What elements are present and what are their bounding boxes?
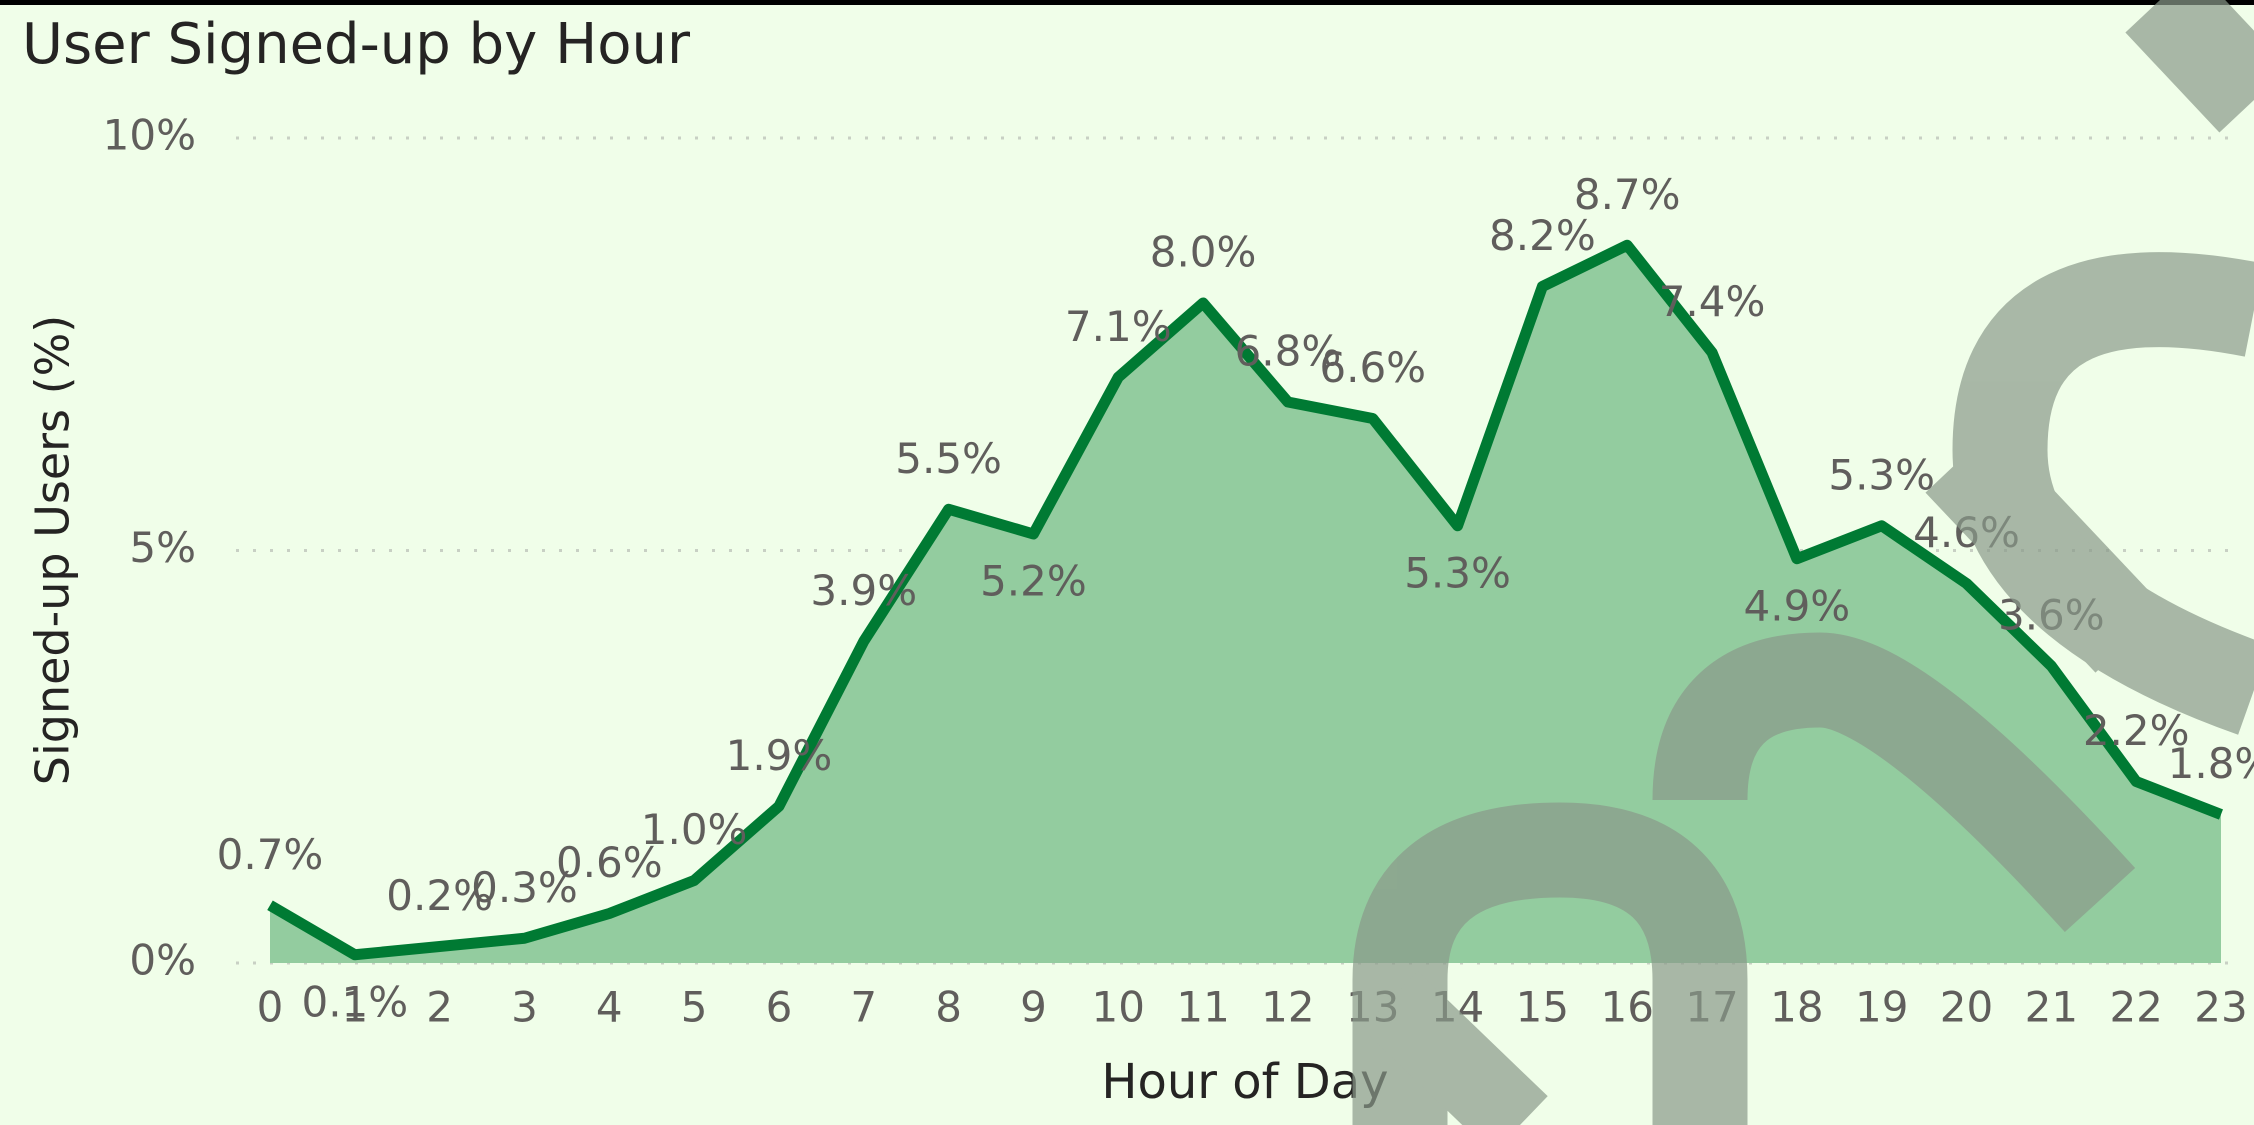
data-label: 5.3% (1404, 548, 1511, 597)
data-label: 7.4% (1659, 277, 1766, 326)
data-label: 4.9% (1744, 581, 1851, 630)
top-border (0, 0, 2254, 5)
watermark-stroke (1352, 802, 1748, 1125)
data-label: 5.2% (980, 557, 1087, 606)
x-tick-label: 2 (426, 983, 453, 1032)
x-tick-label: 19 (1855, 983, 1908, 1032)
x-axis-title: Hour of Day (1101, 1054, 1388, 1110)
data-label: 1.0% (641, 805, 748, 854)
x-tick-label: 23 (2194, 983, 2247, 1032)
x-tick-label: 0 (257, 983, 284, 1032)
data-label: 6.8% (1235, 327, 1342, 376)
data-label: 7.1% (1065, 302, 1172, 351)
x-tick-label: 15 (1516, 983, 1569, 1032)
x-tick-label: 7 (850, 983, 877, 1032)
x-tick-label: 16 (1600, 983, 1653, 1032)
watermark-stroke (1652, 632, 2136, 932)
x-tick-label: 1 (341, 983, 368, 1032)
x-tick-label: 8 (935, 983, 962, 1032)
x-tick-label: 20 (1940, 983, 1993, 1032)
x-tick-label: 10 (1092, 983, 1145, 1032)
watermark (1352, 0, 2254, 1125)
data-label: 0.2% (386, 871, 493, 920)
y-tick-label: 10% (103, 111, 196, 160)
data-label: 1.9% (726, 731, 833, 780)
x-tick-label: 4 (596, 983, 623, 1032)
data-label: 3.9% (810, 566, 917, 615)
data-label: 2.2% (2083, 706, 2190, 755)
data-label: 5.5% (895, 434, 1002, 483)
x-tick-label: 22 (2109, 983, 2162, 1032)
y-axis-title: Signed-up Users (%) (26, 315, 80, 785)
x-tick-label: 18 (1770, 983, 1823, 1032)
y-tick-label: 0% (129, 936, 196, 985)
x-tick-label: 21 (2025, 983, 2078, 1032)
data-label: 8.2% (1489, 211, 1596, 260)
data-label: 0.7% (217, 830, 324, 879)
data-label: 5.3% (1828, 450, 1935, 499)
data-label: 0.6% (556, 838, 663, 887)
data-label: 8.7% (1574, 170, 1681, 219)
x-tick-label: 5 (681, 983, 708, 1032)
data-label: 0.3% (471, 863, 578, 912)
y-tick-label: 5% (129, 523, 196, 572)
x-tick-label: 9 (1020, 983, 1047, 1032)
data-label: 0.1% (301, 977, 408, 1026)
watermark-stroke (2125, 0, 2254, 133)
x-tick-label: 6 (766, 983, 793, 1032)
data-label: 8.0% (1150, 228, 1257, 277)
data-label: 6.6% (1319, 343, 1426, 392)
line (267, 239, 2223, 961)
x-tick-label: 12 (1261, 983, 1314, 1032)
data-label: 1.8% (2168, 739, 2254, 788)
chart-title: User Signed-up by Hour (22, 12, 691, 77)
x-tick-label: 3 (511, 983, 538, 1032)
x-tick-label: 11 (1176, 983, 1229, 1032)
watermark-stroke (1362, 971, 1548, 1125)
watermark-stroke (1952, 252, 2254, 735)
